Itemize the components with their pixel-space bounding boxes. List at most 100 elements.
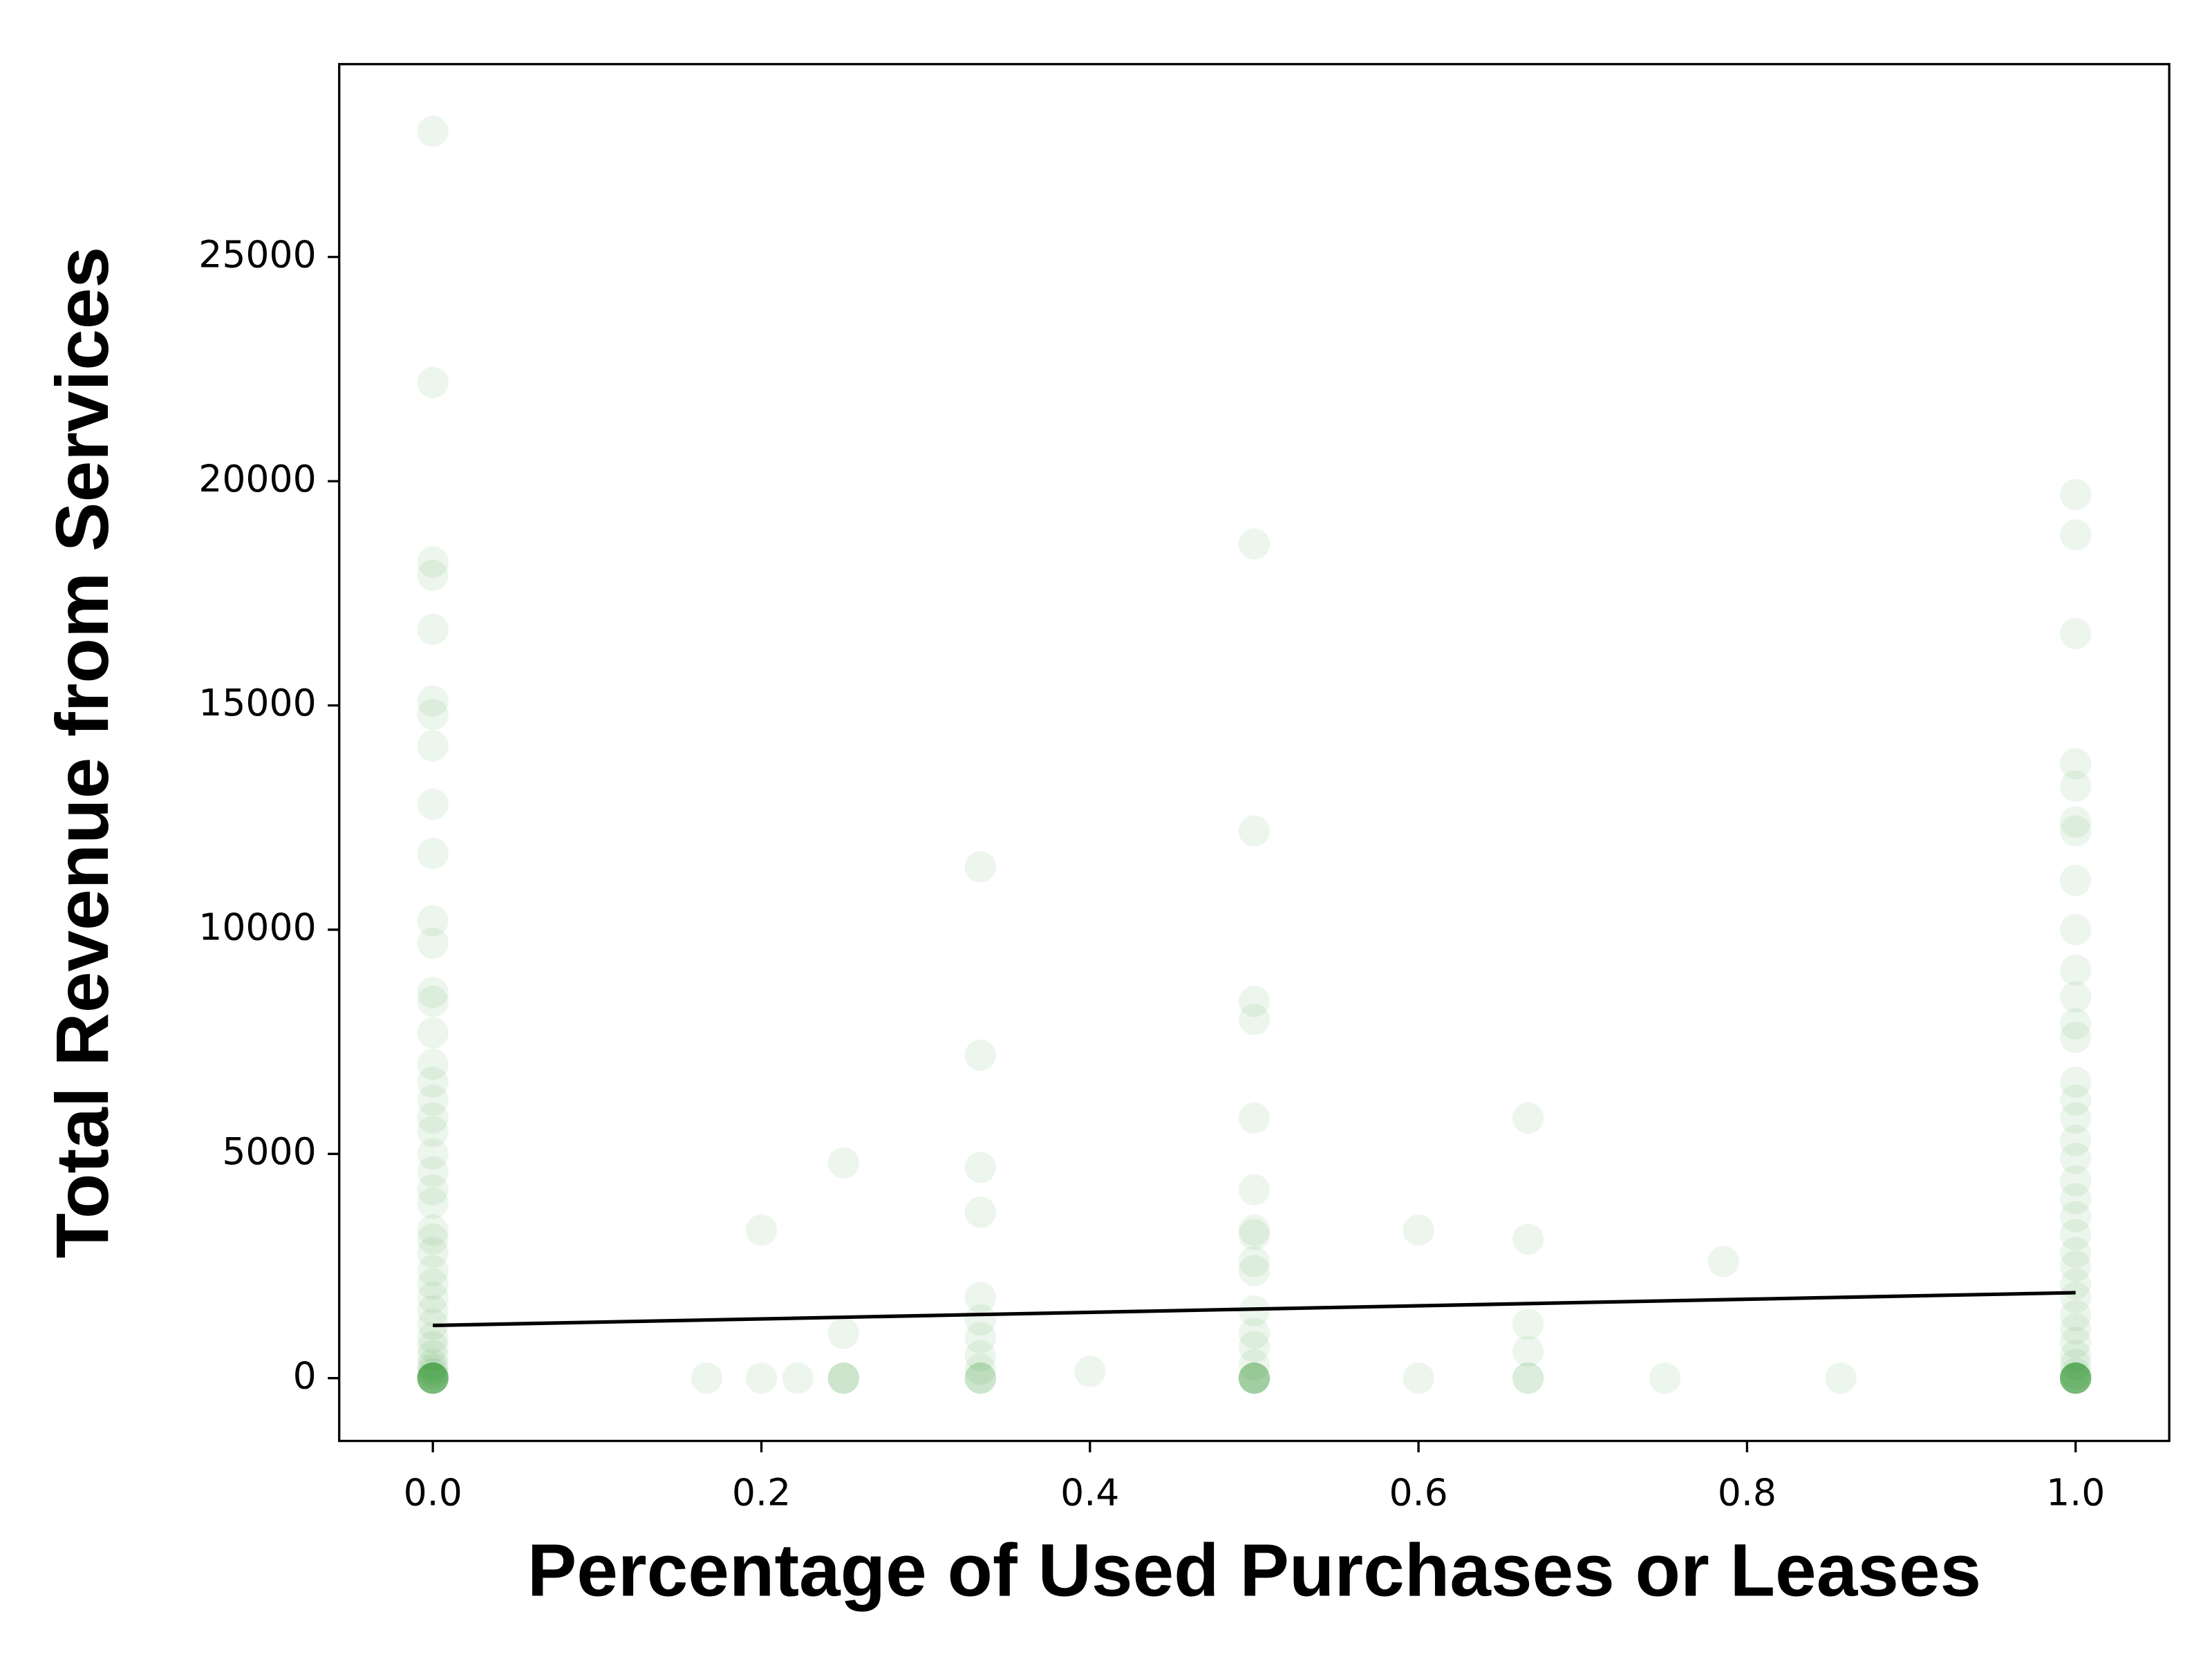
scatter-point: [1512, 1335, 1544, 1367]
y-tick-label: 10000: [198, 906, 317, 949]
scatter-point: [1238, 1174, 1271, 1206]
scatter-point: [1238, 1362, 1271, 1394]
scatter-point: [417, 1331, 449, 1362]
scatter-point: [417, 1102, 449, 1134]
scatter-point: [1512, 1102, 1544, 1134]
scatter-point: [417, 1174, 449, 1206]
scatter-point: [2060, 1362, 2092, 1394]
scatter-point: [964, 1340, 996, 1371]
scatter-point: [2060, 1021, 2092, 1053]
scatter-point: [417, 905, 449, 937]
scatter-point: [2060, 1362, 2092, 1394]
scatter-point: [2060, 1282, 2092, 1313]
scatter-point: [827, 1362, 859, 1394]
scatter-point: [782, 1362, 814, 1394]
scatter-point: [964, 1362, 996, 1394]
scatter-point: [827, 1318, 859, 1349]
scatter-point: [2060, 1183, 2092, 1215]
scatter-point: [417, 559, 449, 592]
scatter-point: [1238, 1362, 1271, 1394]
x-tick-label: 0.4: [1060, 1471, 1119, 1515]
scatter-point: [417, 1358, 449, 1389]
scatter-point: [2060, 1362, 2092, 1394]
scatter-point: [1512, 1362, 1544, 1394]
scatter-point: [417, 1084, 449, 1116]
y-tick-label: 0: [293, 1353, 317, 1397]
scatter-point: [1238, 986, 1271, 1018]
scatter-point: [417, 1116, 449, 1147]
scatter-point: [2060, 1362, 2092, 1394]
scatter-point: [2060, 1362, 2092, 1394]
scatter-point: [2060, 1300, 2092, 1331]
scatter-point: [1238, 528, 1271, 560]
scatter-point: [417, 685, 449, 717]
scatter-point: [2060, 1165, 2092, 1197]
scatter-point: [1512, 1309, 1544, 1340]
scatter-point: [1238, 1255, 1271, 1286]
scatter-point: [1238, 1004, 1271, 1035]
scatter-point: [417, 1066, 449, 1098]
scatter-point: [1238, 815, 1271, 847]
scatter-point: [417, 1362, 449, 1394]
scatter-point: [964, 1362, 996, 1394]
scatter-point: [2060, 478, 2092, 511]
scatter-point: [1238, 1362, 1271, 1394]
scatter-point: [417, 730, 449, 762]
scatter-point: [1707, 1246, 1740, 1277]
scatter-point: [1825, 1362, 1857, 1394]
scatter-point: [2060, 815, 2092, 847]
scatter-point: [745, 1214, 778, 1246]
scatter-point: [2060, 1201, 2092, 1232]
scatter-point: [417, 1156, 449, 1188]
scatter-point: [1238, 1362, 1271, 1394]
scatter-point: [417, 1017, 449, 1049]
scatter-point: [417, 1362, 449, 1394]
scatter-point: [417, 1255, 449, 1286]
scatter-point: [2060, 1349, 2092, 1380]
scatter-point: [417, 1353, 449, 1385]
scatter-point: [691, 1362, 723, 1394]
plot-area: [417, 115, 2092, 1394]
scatter-point: [417, 1214, 449, 1246]
scatter-point: [2060, 806, 2092, 838]
scatter-point: [827, 1147, 859, 1179]
scatter-point: [1403, 1214, 1434, 1246]
scatter-point: [417, 986, 449, 1018]
scatter-point: [964, 1039, 996, 1071]
y-axis-label: Total Revenue from Services: [41, 247, 124, 1259]
axes-frame: [338, 63, 2171, 1443]
scatter-point: [964, 1353, 996, 1385]
scatter-point: [2060, 1066, 2092, 1098]
scatter-point: [1238, 1102, 1271, 1134]
scatter-point: [417, 366, 449, 399]
scatter-point: [1238, 1362, 1271, 1394]
scatter-point: [964, 1282, 996, 1313]
scatter-point: [2060, 1358, 2092, 1389]
scatter-point: [417, 1362, 449, 1394]
scatter-point: [2060, 1125, 2092, 1156]
scatter-point: [1238, 1219, 1271, 1250]
scatter-point: [417, 1362, 449, 1394]
scatter-point: [964, 851, 996, 883]
scatter-point: [2060, 1143, 2092, 1174]
scatter-point: [2060, 1008, 2092, 1040]
scatter-point: [1512, 1223, 1544, 1255]
scatter-point: [964, 1304, 996, 1336]
scatter-point: [2060, 1219, 2092, 1250]
scatter-point: [1238, 1246, 1271, 1277]
scatter-point: [417, 1349, 449, 1380]
scatter-point: [417, 546, 449, 578]
scatter-point: [2060, 1327, 2092, 1358]
scatter-point: [2060, 981, 2092, 1013]
scatter-point: [1238, 1318, 1271, 1349]
scatter-point: [1238, 1349, 1271, 1380]
scatter-point: [1403, 1362, 1434, 1394]
scatter-point: [745, 1362, 778, 1394]
scatter-point: [417, 1362, 449, 1394]
scatter-point: [417, 1282, 449, 1313]
scatter-point: [2060, 864, 2092, 897]
scatter-point: [417, 1362, 449, 1394]
